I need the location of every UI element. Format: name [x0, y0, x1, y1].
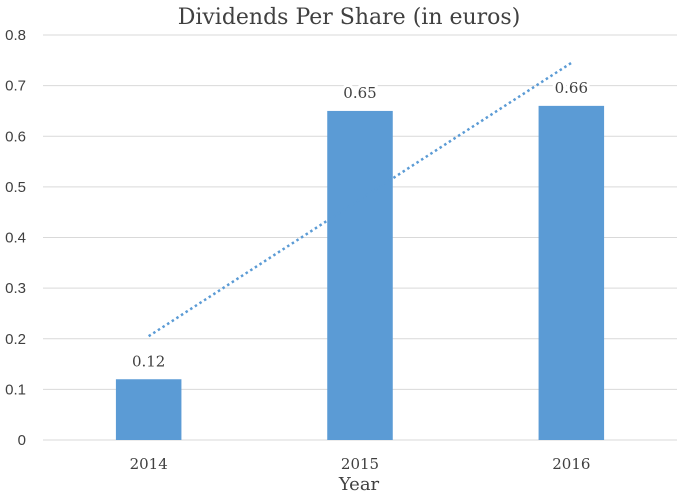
- x-tick-label: 2014: [130, 455, 168, 473]
- bar-2016: [538, 105, 605, 440]
- trendline: [147, 61, 573, 338]
- chart-title: Dividends Per Share (in euros): [178, 5, 521, 30]
- data-label: 0.66: [555, 79, 588, 97]
- y-tick-label: 0.6: [5, 128, 26, 145]
- data-label: 0.12: [132, 352, 165, 370]
- y-axis-ticks: 0 0.1 0.2 0.3 0.4 0.5 0.6 0.7 0.8: [5, 27, 26, 449]
- x-axis-title: Year: [338, 474, 380, 494]
- x-axis-ticks: 2014 2015 2016: [130, 455, 591, 473]
- x-tick-label: 2015: [341, 455, 379, 473]
- y-tick-label: 0.8: [5, 27, 26, 44]
- bars: [115, 105, 605, 440]
- y-tick-label: 0.7: [5, 78, 26, 95]
- data-label: 0.65: [343, 84, 376, 102]
- y-tick-label: 0: [18, 432, 26, 449]
- x-tick-label: 2016: [552, 455, 590, 473]
- y-tick-label: 0.5: [5, 179, 26, 196]
- y-tick-label: 0.2: [5, 331, 26, 348]
- bar-2014: [115, 379, 182, 440]
- y-tick-label: 0.3: [5, 280, 26, 297]
- y-tick-label: 0.1: [5, 381, 26, 398]
- bar-2015: [327, 110, 393, 440]
- data-labels: 0.12 0.65 0.66: [129, 76, 591, 373]
- trendline-group: [147, 61, 573, 338]
- y-tick-label: 0.4: [5, 230, 26, 247]
